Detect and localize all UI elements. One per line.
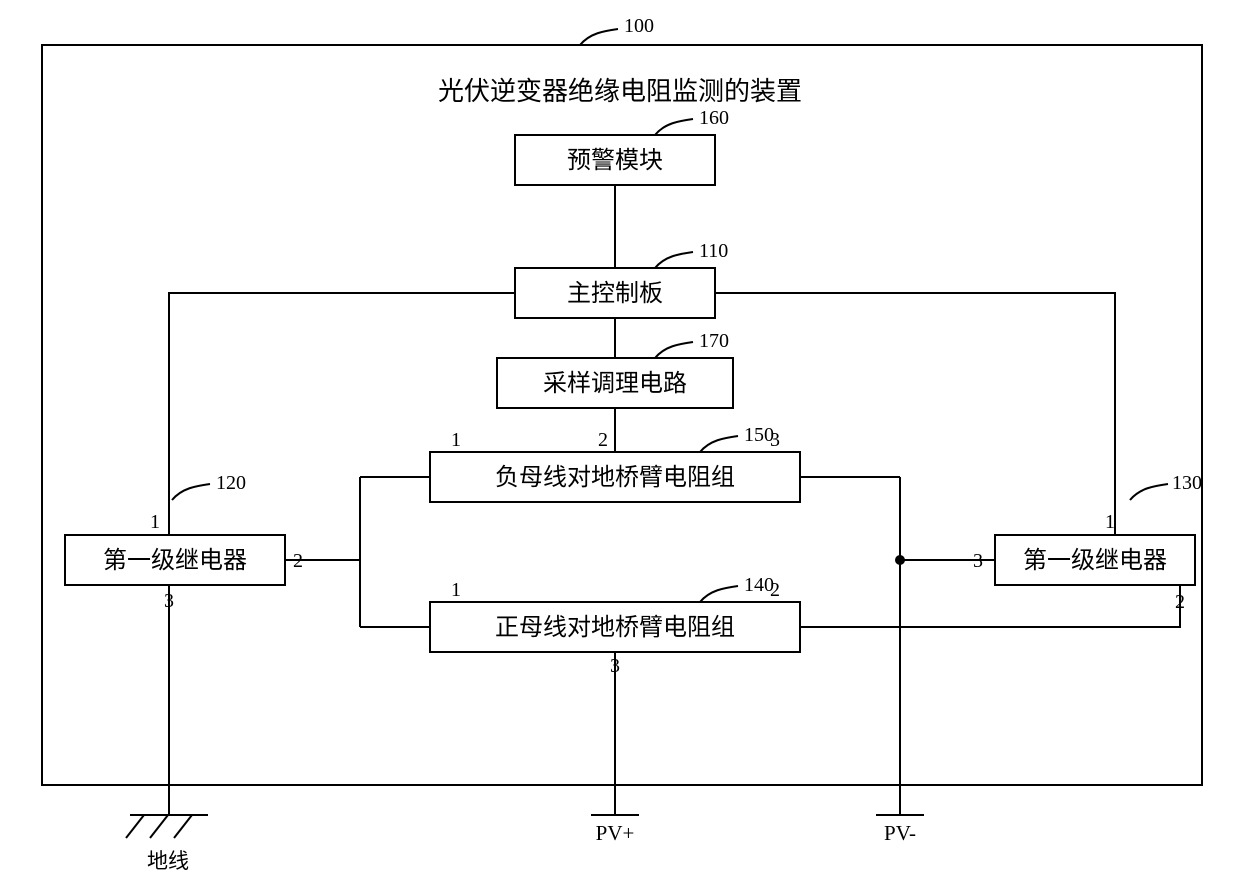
ref-brace-100: [580, 29, 618, 45]
pin-120-1: 1: [150, 511, 160, 533]
box-170-label: 采样调理电路: [543, 370, 687, 397]
ground-hatch-1: [126, 815, 144, 838]
box-150-label: 负母线对地桥臂电阻组: [495, 464, 735, 491]
diagram-canvas: 100 光伏逆变器绝缘电阻监测的装置 预警模块 160 主控制板 110 采样调…: [0, 0, 1240, 887]
pv-plus-label: PV+: [596, 821, 635, 845]
ref-160: 160: [699, 107, 729, 129]
ground-hatch-2: [150, 815, 168, 838]
ref-100: 100: [624, 15, 654, 37]
box-130-label: 第一级继电器: [1023, 547, 1167, 574]
box-120-label: 第一级继电器: [103, 547, 247, 574]
box-140-label: 正母线对地桥臂电阻组: [495, 614, 735, 641]
pin-150-1: 1: [451, 429, 461, 451]
pin-130-1: 1: [1105, 511, 1115, 533]
box-160-label: 预警模块: [567, 147, 663, 174]
diagram-title: 光伏逆变器绝缘电阻监测的装置: [438, 77, 802, 106]
ground-label: 地线: [147, 849, 189, 873]
pin-150-2: 2: [598, 429, 608, 451]
box-110-label: 主控制板: [567, 280, 663, 307]
ground-hatch-3: [174, 815, 192, 838]
node-dot-right: [895, 555, 905, 565]
ref-110: 110: [699, 240, 728, 262]
pin-150-3: 3: [770, 429, 780, 451]
ref-130: 130: [1172, 472, 1202, 494]
pin-140-2: 2: [770, 579, 780, 601]
pv-minus-label: PV-: [884, 821, 916, 845]
ref-120: 120: [216, 472, 246, 494]
pin-140-1: 1: [451, 579, 461, 601]
ref-170: 170: [699, 330, 729, 352]
